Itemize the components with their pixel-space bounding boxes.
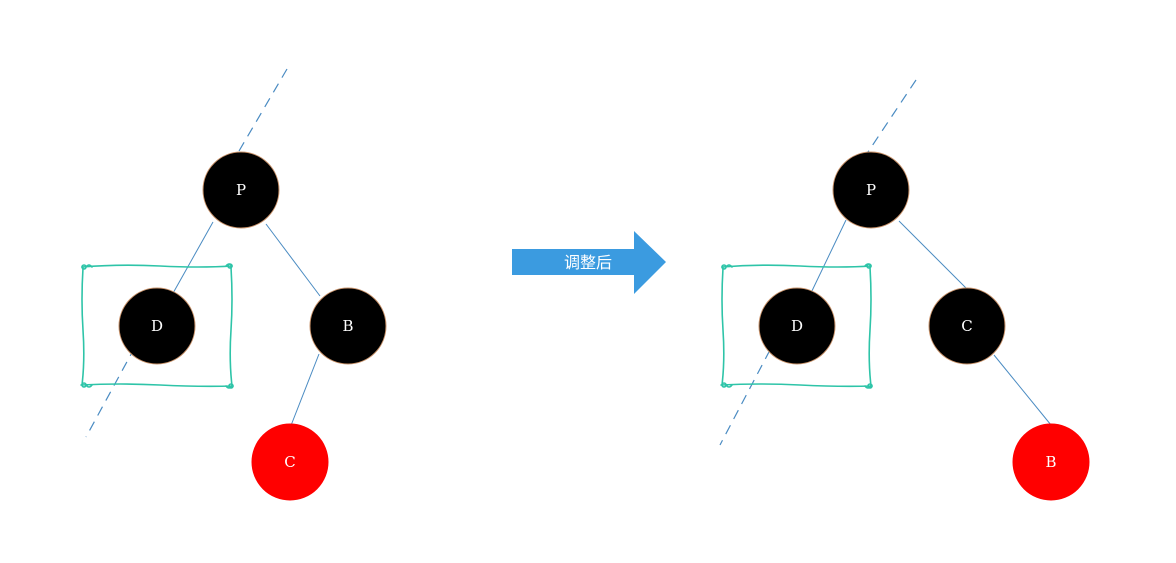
edge-c-b-after (993, 354, 1052, 426)
dashed-parent-link-before (231, 68, 288, 164)
dashed-subtree-link-before (85, 346, 136, 438)
node-label: P (866, 181, 876, 199)
highlight-box-after (720, 263, 873, 389)
node-p-after: P (832, 151, 910, 229)
node-b-after: B (1012, 423, 1090, 501)
node-b-before: B (309, 287, 387, 365)
transform-arrow: 调整后 (512, 231, 666, 294)
node-label: B (342, 317, 353, 335)
edge-p-b-before (265, 223, 321, 297)
node-label: D (151, 317, 163, 335)
tree-before: P D B C (80, 68, 387, 501)
node-label: P (236, 181, 246, 199)
tree-after: P D C B (719, 79, 1090, 501)
node-d-after: D (758, 287, 836, 365)
node-d-before: D (118, 287, 196, 365)
edge-p-c-after (898, 220, 969, 291)
node-label: C (961, 317, 972, 335)
node-c-before: C (251, 423, 329, 501)
edge-b-c-before (289, 353, 320, 429)
edge-p-d-after (809, 219, 847, 296)
arrow-shape (512, 231, 666, 294)
arrow-label: 调整后 (564, 253, 612, 272)
highlight-box-before (80, 263, 234, 389)
node-p-before: P (202, 151, 280, 229)
edge-p-d-before (171, 221, 214, 296)
node-label: D (791, 317, 803, 335)
dashed-parent-link-after (863, 79, 917, 159)
node-c-after: C (928, 287, 1006, 365)
node-label: C (284, 453, 295, 471)
node-label: B (1045, 453, 1056, 471)
dashed-subtree-link-after (719, 349, 771, 446)
